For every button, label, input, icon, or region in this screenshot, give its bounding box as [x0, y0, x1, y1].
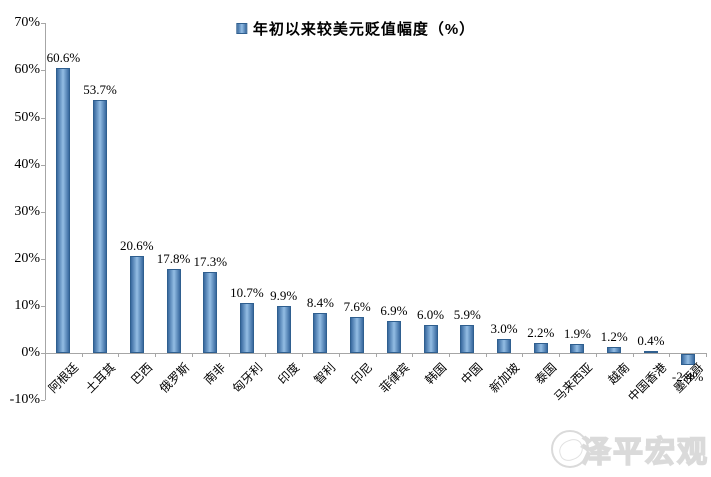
x-axis-category-label: 土耳其: [82, 360, 119, 396]
x-axis-tick: [81, 353, 83, 357]
bar-value-label: 6.9%: [380, 302, 408, 318]
watermark-seal-icon: [551, 430, 589, 468]
bar-17: [680, 354, 695, 366]
bar-value-label: -2.4%: [671, 369, 704, 385]
y-axis-label: 20%: [14, 250, 40, 266]
bar-8: [350, 317, 365, 353]
bar-value-label: 8.4%: [306, 295, 334, 311]
bar-value-label: 9.9%: [270, 288, 298, 304]
x-axis-tick: [155, 353, 157, 357]
bar-value-label: 5.9%: [453, 307, 481, 323]
bar-13: [533, 342, 548, 353]
x-axis-category-label: 菲律宾: [376, 360, 413, 396]
bar-value-label: 3.0%: [490, 320, 518, 336]
x-axis-category-label: 阿根廷: [46, 360, 82, 396]
bar-value-label: 7.6%: [343, 299, 371, 315]
x-axis-category-label: 匈牙利: [229, 360, 266, 396]
y-axis-label: 60%: [14, 62, 40, 78]
y-axis-label: 40%: [14, 156, 40, 172]
legend-swatch-icon: [235, 23, 247, 34]
x-axis-category-label: 韩国: [421, 360, 449, 388]
y-axis-label: 70%: [14, 15, 40, 31]
x-axis-tick: [191, 353, 193, 357]
watermark: 泽平宏观: [551, 427, 709, 471]
x-axis-tick: [595, 353, 597, 357]
y-axis-label: 10%: [14, 297, 40, 313]
x-axis-tick: [338, 353, 340, 357]
bar-9: [386, 320, 401, 353]
bar-value-label: 6.0%: [417, 306, 445, 322]
bar-15: [607, 347, 622, 353]
y-axis-tick: [41, 211, 45, 213]
x-axis-tick: [302, 353, 304, 357]
bar-2: [129, 255, 144, 353]
bar-value-label: 53.7%: [83, 82, 117, 98]
bar-1: [93, 100, 108, 353]
bar-11: [460, 325, 475, 353]
y-axis-tick: [41, 305, 45, 307]
bar-12: [497, 338, 512, 353]
bar-16: [643, 351, 658, 354]
x-axis-category-label: 南非: [201, 360, 229, 388]
x-axis-tick: [522, 353, 524, 357]
x-axis-tick: [375, 353, 377, 357]
x-axis-category-label: 中国香港: [625, 360, 670, 405]
bar-4: [203, 271, 218, 353]
x-axis-category-label: 印尼: [348, 360, 376, 388]
x-axis-tick: [632, 353, 634, 357]
bar-value-label: 1.9%: [563, 326, 592, 342]
x-axis-category-label: 印度: [275, 360, 302, 388]
bar-value-label: 17.3%: [193, 253, 228, 269]
x-axis-tick: [669, 353, 671, 357]
y-axis-label: 50%: [14, 109, 40, 125]
bar-value-label: 2.2%: [527, 324, 555, 340]
x-axis-category-label: 俄罗斯: [156, 360, 192, 396]
bar-5: [239, 302, 254, 353]
y-axis-label: 30%: [14, 203, 40, 219]
x-axis-tick: [45, 353, 46, 357]
x-axis-tick: [706, 353, 707, 357]
x-axis-tick: [485, 353, 487, 357]
bar-14: [570, 344, 585, 353]
bar-value-label: 0.4%: [637, 333, 665, 349]
y-axis-tick: [41, 70, 45, 72]
y-axis-tick: [41, 117, 45, 119]
y-axis-tick: [41, 258, 45, 260]
x-axis-tick: [448, 353, 450, 357]
bar-10: [423, 324, 438, 353]
y-axis-label: -10%: [9, 392, 40, 408]
x-axis-category-label: 巴西: [128, 360, 156, 388]
x-axis-category-label: 泰国: [532, 360, 559, 388]
x-axis-category-label: 越南: [605, 360, 633, 388]
bar-value-label: 60.6%: [46, 49, 81, 65]
bar-value-label: 1.2%: [600, 329, 628, 345]
bar-0: [56, 67, 71, 353]
x-axis-category-label: 新加坡: [486, 360, 523, 396]
x-axis-tick: [412, 353, 414, 357]
bar-value-label: 20.6%: [120, 237, 154, 253]
y-axis-label: 0%: [21, 345, 40, 360]
y-axis-tick: [41, 164, 45, 166]
y-axis-line: [45, 23, 46, 401]
bar-6: [276, 306, 291, 353]
chart-legend: 年初以来较美元贬值幅度（%）: [235, 18, 476, 39]
x-axis-tick: [559, 353, 561, 357]
x-axis-category-label: 马来西亚: [551, 360, 596, 405]
legend-label: 年初以来较美元贬值幅度（%）: [252, 21, 476, 38]
bar-value-label: 17.8%: [156, 251, 191, 267]
x-axis-tick: [265, 353, 267, 357]
x-axis-category-label: 智利: [311, 360, 339, 388]
y-axis-tick: [41, 400, 45, 402]
bar-7: [313, 313, 328, 353]
watermark-label: 泽平宏观: [580, 435, 709, 470]
y-axis-tick: [41, 353, 45, 354]
y-axis-tick: [41, 23, 45, 25]
bar-3: [166, 269, 181, 353]
x-axis-tick: [228, 353, 230, 357]
bar-value-label: 10.7%: [230, 284, 264, 300]
x-axis-tick: [118, 353, 120, 357]
x-axis-category-label: 中国: [458, 360, 486, 388]
